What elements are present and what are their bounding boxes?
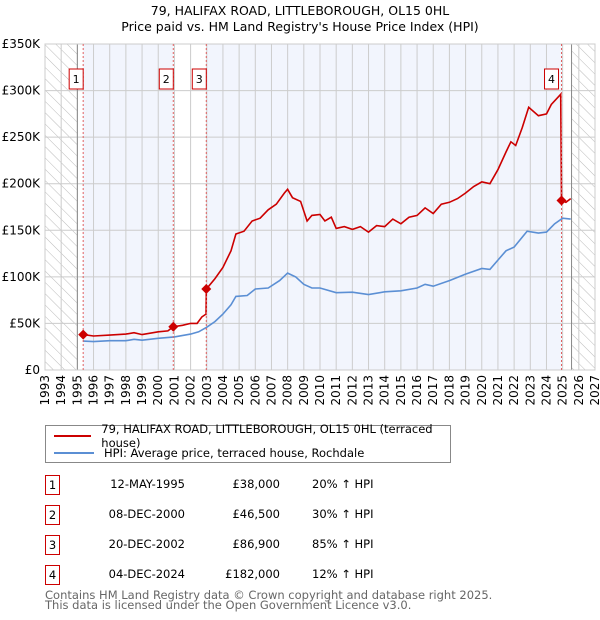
x-tick-label: 2021 — [491, 375, 505, 406]
x-tick-label: 2018 — [442, 375, 456, 406]
sale-label-box — [158, 68, 174, 90]
footer-line: This data is licensed under the Open Gov… — [45, 598, 412, 612]
y-tick-label: £350K — [2, 37, 42, 51]
sale-label: 4 — [548, 73, 555, 86]
x-tick-label: 2015 — [394, 375, 408, 406]
x-tick-label: 2004 — [216, 375, 230, 406]
y-tick-label: £50K — [9, 316, 41, 330]
title-line: 79, HALIFAX ROAD, LITTLEBOROUGH, OL15 0H… — [150, 3, 450, 18]
legend-swatch — [54, 451, 94, 454]
legend-item-property: 79, HALIFAX ROAD, LITTLEBOROUGH, OL15 0H… — [54, 422, 450, 450]
transaction-hpi: 85% ↑ HPI — [312, 537, 374, 551]
price-chart: 1 2 3 4 1993 1994 1995 1996 1997 1998 1999 2000 2001… — [2, 37, 600, 406]
x-tick-label: 2013 — [362, 375, 376, 406]
transaction-hpi: 30% ↑ HPI — [312, 507, 374, 521]
x-tick-label: 1997 — [103, 375, 117, 406]
x-tick-label: 1994 — [54, 375, 68, 406]
sale-label-box — [191, 68, 207, 90]
x-tick-label: 2027 — [588, 375, 600, 406]
chart-title: 79, HALIFAX ROAD, LITTLEBOROUGH, OL15 0H… — [0, 3, 600, 35]
x-tick-label: 2010 — [313, 375, 327, 406]
transaction-number: 3 — [45, 535, 60, 555]
transaction-number: 2 — [45, 505, 60, 525]
legend-label: HPI: Average price, terraced house, Roch… — [104, 445, 365, 460]
no-data-hatch — [571, 44, 595, 370]
transaction-date: 12-MAY-1995 — [110, 477, 185, 491]
x-tick-label: 2020 — [475, 375, 489, 406]
x-tick-label: 2008 — [281, 375, 295, 406]
transaction-price: £46,500 — [232, 507, 280, 521]
x-tick-label: 2001 — [167, 375, 181, 406]
x-tick-label: 2022 — [507, 375, 521, 406]
y-tick-label: £150K — [2, 223, 42, 237]
transaction-price: £86,900 — [232, 537, 280, 551]
series-line — [83, 92, 572, 337]
transaction-price: £38,000 — [232, 477, 280, 491]
x-tick-label: 2019 — [459, 375, 473, 406]
transaction-hpi: 20% ↑ HPI — [312, 477, 374, 491]
transaction-number: 1 — [45, 475, 60, 495]
x-tick-label: 2014 — [378, 375, 392, 406]
footer-line: Contains HM Land Registry data © Crown c… — [45, 588, 493, 602]
transaction-date: 08-DEC-2000 — [108, 507, 185, 521]
sale-label-box — [68, 68, 84, 90]
transaction-price: £182,000 — [225, 567, 280, 581]
x-tick-label: 1996 — [87, 375, 101, 406]
x-tick-label: 2005 — [232, 375, 246, 406]
sale-point — [556, 195, 567, 206]
x-tick-label: 2023 — [523, 375, 537, 406]
sale-label: 1 — [73, 73, 80, 86]
x-tick-label: 2026 — [572, 375, 586, 406]
y-tick-label: £250K — [2, 130, 42, 144]
x-tick-label: 2000 — [151, 375, 165, 406]
legend-swatch — [54, 434, 92, 437]
sale-label: 2 — [163, 73, 170, 86]
legend-label: 79, HALIFAX ROAD, LITTLEBOROUGH, OL15 0H… — [101, 421, 433, 450]
sale-label-box — [544, 68, 560, 90]
x-tick-label: 2016 — [410, 375, 424, 406]
y-tick-label: £200K — [2, 177, 42, 191]
transaction-date: 04-DEC-2024 — [108, 567, 185, 581]
x-tick-label: 2025 — [556, 375, 570, 406]
y-tick-label: £0 — [25, 363, 40, 377]
transaction-date: 20-DEC-2002 — [108, 537, 185, 551]
subtitle-line: Price paid vs. HM Land Registry's House … — [121, 19, 479, 34]
sale-point — [201, 284, 212, 295]
sale-point — [168, 321, 179, 332]
x-tick-label: 1999 — [135, 375, 149, 406]
x-tick-label: 2012 — [345, 375, 359, 406]
transaction-hpi: 12% ↑ HPI — [312, 567, 374, 581]
x-tick-label: 2003 — [200, 375, 214, 406]
transaction-number: 4 — [45, 565, 60, 585]
x-tick-label: 2011 — [329, 375, 343, 406]
legend: 79, HALIFAX ROAD, LITTLEBOROUGH, OL15 0H… — [45, 422, 451, 463]
sale-point — [78, 329, 89, 340]
plot-border — [44, 43, 596, 371]
sale-label: 3 — [196, 73, 203, 86]
x-tick-label: 2009 — [297, 375, 311, 406]
footer: Contains HM Land Registry data © Crown c… — [45, 588, 493, 612]
y-tick-label: £100K — [2, 270, 42, 284]
x-tick-label: 1995 — [70, 375, 84, 406]
shaded-period — [206, 44, 562, 370]
x-tick-label: 2002 — [184, 375, 198, 406]
x-tick-label: 1998 — [119, 375, 133, 406]
x-tick-label: 2007 — [264, 375, 278, 406]
x-tick-label: 2024 — [539, 375, 553, 406]
x-tick-label: 2017 — [426, 375, 440, 406]
x-tick-label: 1993 — [38, 375, 52, 406]
shaded-period — [83, 44, 174, 370]
y-tick-label: £300K — [2, 84, 42, 98]
x-tick-label: 2006 — [248, 375, 262, 406]
series-line — [83, 217, 571, 343]
legend-item-hpi: HPI: Average price, terraced house, Roch… — [54, 444, 364, 461]
